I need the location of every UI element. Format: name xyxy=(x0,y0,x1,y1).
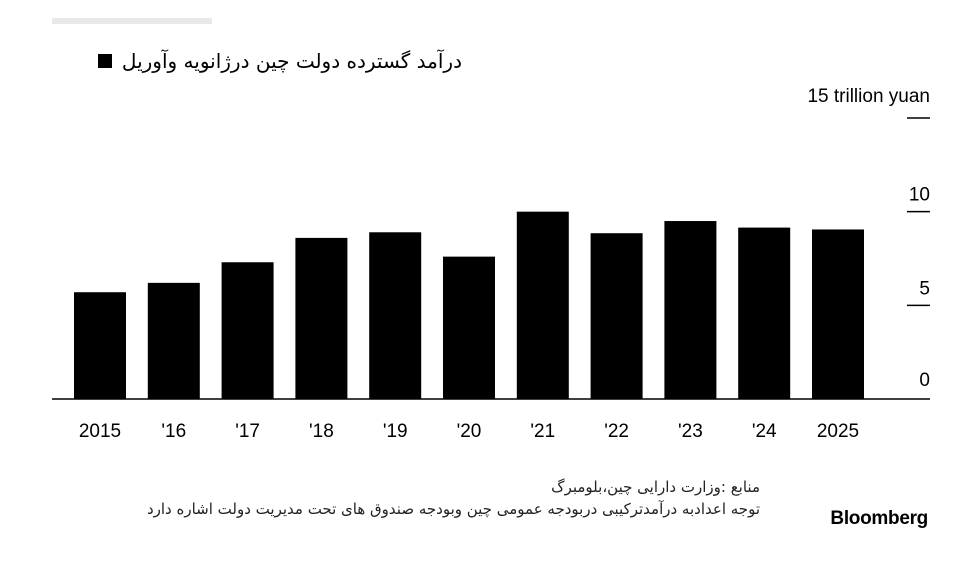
bar-7 xyxy=(590,233,643,399)
x-tick-label-6: '21 xyxy=(530,421,555,442)
x-tick-label-7: '22 xyxy=(604,421,629,442)
x-tick-label-4: '19 xyxy=(383,421,408,442)
bar-5 xyxy=(443,256,495,399)
bar-4 xyxy=(369,232,422,399)
x-tick-label-2: '17 xyxy=(235,421,260,442)
x-tick-label-0: 2015 xyxy=(79,421,121,442)
x-tick-label-10: 2025 xyxy=(817,421,859,442)
x-tick-label-1: '16 xyxy=(161,421,186,442)
y-tick-label-10: 10 xyxy=(909,185,930,206)
y-tick-label-top: 15 trillion yuan xyxy=(807,86,930,107)
source-note: منابع :وزارت دارایی چین،بلومبرگ توجه اعد… xyxy=(40,476,760,520)
note-text: توجه اعدادبه درآمدترکیبی دربودجه عمومی چ… xyxy=(146,500,760,518)
source-text: منابع :وزارت دارایی چین،بلومبرگ xyxy=(551,478,760,496)
bar-1 xyxy=(147,282,200,399)
bar-6 xyxy=(516,211,569,399)
legend: درآمد گسترده دولت چین درژانویه وآوریل xyxy=(52,46,462,76)
bar-3 xyxy=(295,237,348,399)
x-tick-label-9: '24 xyxy=(752,421,777,442)
y-tick-label-5: 5 xyxy=(919,278,930,299)
legend-label: درآمد گسترده دولت چین درژانویه وآوریل xyxy=(121,49,462,73)
top-rule xyxy=(52,18,212,24)
x-tick-label-8: '23 xyxy=(678,421,703,442)
x-tick-label-3: '18 xyxy=(309,421,334,442)
legend-swatch xyxy=(97,54,112,68)
x-tick-label-5: '20 xyxy=(457,421,482,442)
bar-8 xyxy=(664,221,717,399)
bloomberg-logo: Bloomberg xyxy=(830,508,928,529)
bar-10 xyxy=(812,229,864,399)
bar-9 xyxy=(738,227,791,399)
bar-2 xyxy=(221,262,274,399)
y-tick-label-0: 0 xyxy=(919,370,930,391)
bar-0 xyxy=(74,292,126,399)
